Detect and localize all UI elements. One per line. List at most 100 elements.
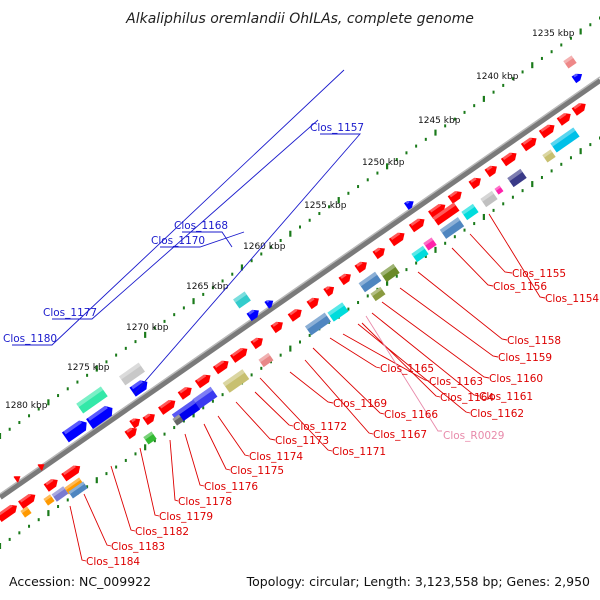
label-leader <box>133 133 361 395</box>
ruler-label: 1255 kbp <box>304 201 347 211</box>
cds-arrow <box>270 321 283 334</box>
cds-block-cyan <box>550 127 580 153</box>
cds-block-orange <box>43 494 55 506</box>
gene-label: Clos_1176 <box>204 481 258 493</box>
cds-block-cyan <box>461 203 479 221</box>
accession-text: Accession: NC_009922 <box>9 574 151 589</box>
cds-block-steelblue <box>68 481 88 499</box>
cds-arrow <box>520 137 537 152</box>
label-leader <box>371 312 480 397</box>
cds-arrow <box>194 374 211 389</box>
label-leader <box>169 439 179 502</box>
label-leader <box>365 315 442 432</box>
cds-block-grey <box>480 190 498 208</box>
cds-arrow <box>61 464 81 482</box>
cds-arrow <box>468 177 481 190</box>
cds-arrow-blue <box>571 73 583 84</box>
gene-features <box>0 55 586 522</box>
label-leader <box>289 371 334 404</box>
cds-block-grey <box>119 362 145 386</box>
gene-label: Clos_1167 <box>373 429 427 441</box>
cds-block-red <box>432 202 460 226</box>
genome-stats-text: Topology: circular; Length: 3,123,558 bp… <box>246 574 590 589</box>
cds-arrow-blue <box>246 309 259 322</box>
cds-arrow <box>287 308 302 322</box>
cds-block-magenta <box>423 237 437 251</box>
gene-label: Clos_R0029 <box>443 430 504 442</box>
label-leader <box>329 337 381 369</box>
cds-block-orange <box>20 506 32 518</box>
cds-block-olive <box>542 149 556 163</box>
cds-arrow <box>408 218 425 233</box>
label-leader <box>83 493 112 547</box>
label-leader <box>451 247 494 287</box>
gene-label: Clos_1171 <box>332 446 386 458</box>
gene-label: Clos_1163 <box>429 376 483 388</box>
gene-label: Clos_1179 <box>159 511 213 523</box>
gene-label: Clos_1166 <box>384 409 438 421</box>
cds-arrow-blue <box>404 200 414 210</box>
gene-label: Clos_1156 <box>493 281 547 293</box>
label-leader <box>399 287 499 358</box>
label-leader <box>52 119 319 320</box>
cds-arrow <box>338 273 351 286</box>
cds-arrow <box>571 102 586 116</box>
label-leader <box>304 359 374 435</box>
cds-arrow <box>500 152 517 167</box>
gene-label: Clos_1169 <box>333 398 387 410</box>
gene-label: Clos_1160 <box>489 373 543 385</box>
cds-block-magenta <box>494 185 504 195</box>
cds-block-steelblue <box>305 312 331 336</box>
gene-label: Clos_1178 <box>178 496 232 508</box>
cds-arrow <box>212 360 229 375</box>
gene-label: Clos_1154 <box>545 293 599 305</box>
cds-arrow <box>323 285 335 297</box>
label-leader <box>361 322 441 398</box>
label-leader <box>312 347 385 415</box>
gene-label: Clos_1172 <box>293 421 347 433</box>
cds-arrow <box>354 261 367 274</box>
cds-arrow <box>538 124 555 139</box>
ruler-label: 1270 kbp <box>126 323 169 333</box>
cds-arrow <box>250 337 263 350</box>
cds-arrow <box>142 413 155 426</box>
cds-arrow <box>43 478 58 492</box>
cds-block-blue <box>192 386 218 410</box>
gene-label: Clos_1162 <box>470 408 524 420</box>
label-leader <box>235 401 276 441</box>
cds-block-olive <box>222 369 250 393</box>
label-leader <box>469 233 513 274</box>
cds-arrow <box>484 165 497 178</box>
cds-block-steelblue <box>358 271 382 293</box>
label-leader <box>488 213 546 299</box>
label-leader <box>254 391 294 427</box>
cds-arrow <box>158 399 176 415</box>
gene-label: Clos_1164 <box>440 392 494 404</box>
ruler-label: 1250 kbp <box>362 158 405 168</box>
cds-arrow <box>124 427 137 440</box>
gene-label: Clos_1158 <box>507 335 561 347</box>
cds-block-cyan <box>411 245 429 263</box>
ruler-ticks <box>0 16 600 549</box>
cds-block-cyan <box>327 302 349 322</box>
cds-block-grey <box>172 414 184 426</box>
label-leader <box>203 423 231 471</box>
label-leader <box>342 333 430 382</box>
ruler-label: 1275 kbp <box>67 363 110 373</box>
cds-block-orange <box>64 477 84 495</box>
gene-label: Clos_1183 <box>111 541 165 553</box>
cds-arrow <box>0 504 18 522</box>
gene-label: Clos_1161 <box>479 391 533 403</box>
gene-label: Clos_1182 <box>135 526 189 538</box>
ruler-label: 1280 kbp <box>5 401 48 411</box>
label-leader <box>139 447 160 517</box>
cds-block-navy <box>507 168 527 188</box>
gene-label: Clos_1165 <box>380 363 434 375</box>
cds-block-olive <box>370 286 386 302</box>
cds-arrow-blue <box>264 299 274 309</box>
map-title: Alkaliphilus oremlandii OhILAs, complete… <box>125 11 474 27</box>
label-leader <box>184 433 205 487</box>
label-leader <box>381 301 490 379</box>
gene-label: Clos_1184 <box>86 556 140 568</box>
